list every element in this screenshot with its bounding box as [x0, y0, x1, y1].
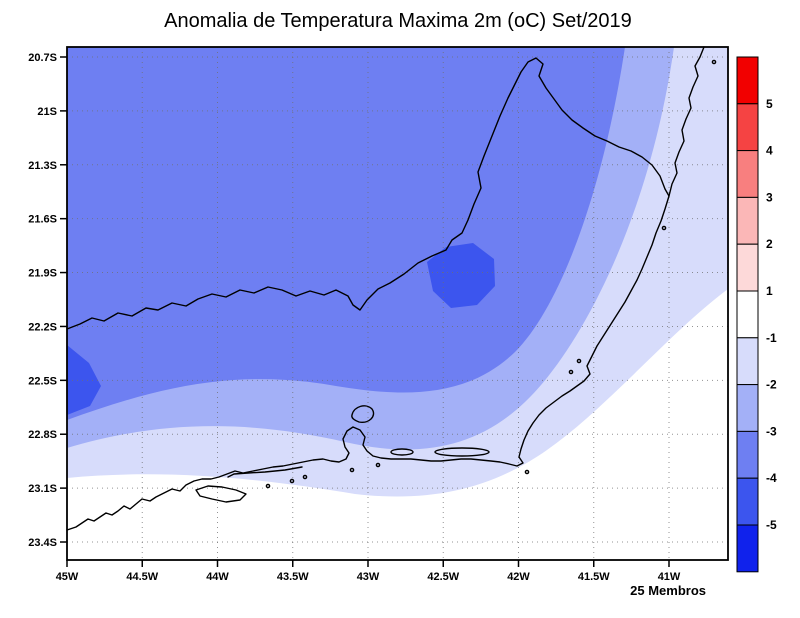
- lon-tick-label: 42W: [507, 571, 530, 583]
- island-dot: [661, 225, 667, 231]
- lat-tick-label: 20.7S: [28, 52, 57, 64]
- colorbar-boundary-label: -1: [766, 331, 777, 345]
- coastline: [66, 46, 705, 531]
- lat-tick-label: 21.9S: [28, 268, 57, 280]
- colorbar-boundary-label: -4: [766, 471, 777, 485]
- lat-tick-label: 23.1S: [28, 483, 57, 495]
- colorbar-segment: [736, 150, 759, 198]
- colorbar-segment: [736, 196, 759, 245]
- colorbar-boundary-label: 5: [766, 97, 773, 111]
- chart-title: Anomalia de Temperatura Maxima 2m (oC) S…: [164, 10, 632, 32]
- colorbar-segment: [736, 103, 759, 152]
- colorbar-boundary-label: 3: [766, 190, 773, 204]
- island-dot: [375, 462, 381, 468]
- lon-tick-label: 44.5W: [126, 571, 158, 583]
- island-dot: [576, 358, 582, 364]
- island-dot: [524, 469, 530, 475]
- lat-tick-label: 22.8S: [28, 429, 57, 441]
- axis-ticks-labels: 20.7S 21S 21.3S 21.6S 21.9S 22.2S 22.5S 22.8S 23…: [28, 52, 681, 583]
- lat-tick-label: 21.6S: [28, 214, 57, 226]
- fill-band-minus2-minus1: [67, 47, 728, 560]
- map-outlines: [66, 46, 717, 531]
- lon-tick-label: 41.5W: [578, 571, 610, 583]
- state-border-line: [66, 57, 670, 330]
- colorbar: 5 4 3 2 1 -1 -2 -3 -4 -5: [736, 56, 777, 573]
- colorbar-boundary-label: 1: [766, 284, 773, 298]
- lagoon-small: [390, 448, 414, 456]
- lat-tick-label: 21.3S: [28, 160, 57, 172]
- lat-tick-label: 21S: [37, 106, 57, 118]
- colorbar-segment: [736, 243, 759, 292]
- colorbar-segment: [736, 384, 759, 432]
- members-note: 25 Membros: [630, 583, 706, 598]
- lagoon-araruama: [434, 447, 490, 457]
- colorbar-boundary-label: 4: [766, 144, 773, 158]
- island-dot: [302, 474, 308, 480]
- lat-tick-label: 22.2S: [28, 321, 57, 333]
- colorbar-segment: [736, 56, 759, 105]
- colorbar-boundary-label: -3: [766, 424, 777, 438]
- island-dot: [265, 483, 271, 489]
- island-dot: [711, 59, 717, 65]
- lon-tick-label: 44W: [206, 571, 229, 583]
- fill-band-neutral: [67, 289, 728, 560]
- lon-tick-label: 41W: [658, 571, 681, 583]
- lon-tick-label: 43.5W: [277, 571, 309, 583]
- fill-patch-minus5-minus4-center: [427, 243, 495, 308]
- lon-tick-label: 42.5W: [427, 571, 459, 583]
- colorbar-segment: [736, 524, 759, 573]
- lon-tick-label: 43W: [357, 571, 380, 583]
- colorbar-segment: [736, 477, 759, 526]
- island-dot: [289, 478, 295, 484]
- island-dot: [568, 369, 574, 375]
- gridlines: [67, 47, 728, 560]
- plot-frame: [66, 46, 729, 561]
- colorbar-segment: [736, 430, 759, 479]
- island-dot: [349, 467, 355, 473]
- colorbar-boundary-label: 2: [766, 237, 773, 251]
- fill-patch-minus5-minus4-west: [67, 345, 101, 415]
- sandbar-marambaia: [227, 466, 303, 478]
- lon-tick-label: 45W: [56, 571, 79, 583]
- lat-tick-label: 22.5S: [28, 375, 57, 387]
- colorbar-boundary-label: -5: [766, 518, 777, 532]
- colorbar-segment: [736, 337, 759, 386]
- colorbar-segment: [736, 290, 759, 339]
- island-ilha-grande: [195, 485, 247, 503]
- small-islands: [265, 59, 717, 489]
- inland-loop: [351, 405, 375, 424]
- lat-tick-label: 23.4S: [28, 537, 57, 549]
- colorbar-boundary-label: -2: [766, 378, 777, 392]
- contour-fill-layer: [67, 47, 728, 560]
